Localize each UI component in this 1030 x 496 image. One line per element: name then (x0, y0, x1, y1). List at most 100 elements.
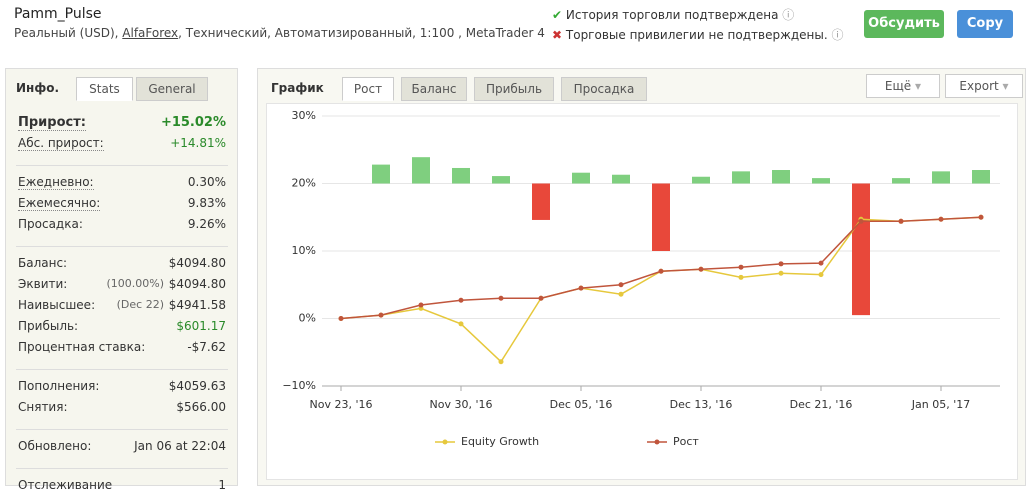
bar (452, 167, 470, 184)
bar (692, 176, 710, 184)
point (538, 295, 544, 301)
chart-panel: График Рост Баланс Прибыль Просадка Ещё … (257, 68, 1026, 486)
point (618, 282, 624, 288)
y-tick-label: 10% (292, 244, 316, 257)
stat-label: Просадка: (18, 217, 83, 231)
bar (572, 172, 590, 184)
point (858, 218, 864, 224)
separator (16, 165, 228, 166)
bar (772, 170, 790, 184)
check-ok: ✔ История торговли подтверждена ⓘ (552, 8, 795, 22)
separator (16, 246, 228, 247)
x-tick-label: Dec 21, '16 (790, 398, 853, 411)
point (778, 270, 784, 276)
stat-row: Эквити: (100.00%) $4094.80 (18, 277, 226, 295)
copy-button[interactable]: Copy (957, 10, 1013, 38)
stat-row: Снятия: $566.00 (18, 400, 226, 418)
point (338, 316, 344, 321)
bar (852, 183, 870, 316)
subtitle-text: , Технический, Автоматизированный, 1:100… (178, 26, 545, 40)
stat-label: Прибыль: (18, 319, 79, 333)
info-label: Инфо. (16, 81, 60, 95)
stat-row: Процентная ставка: -$7.62 (18, 340, 226, 358)
check-fail: ✖ Торговые привилегии не подтверждены. ⓘ (552, 28, 844, 42)
chart-label: График (271, 81, 324, 95)
bar (972, 170, 990, 184)
check-text: Торговые привилегии не подтверждены. (565, 28, 828, 42)
legend-swatch (442, 439, 448, 445)
check-text: История торговли подтверждена (565, 8, 779, 22)
stat-note: (Dec 22) (116, 298, 164, 311)
point (458, 297, 464, 303)
bar (932, 171, 950, 184)
subtitle-text: Реальный (USD), (14, 26, 123, 40)
point (658, 268, 664, 274)
stat-value: Jan 06 at 22:04 (134, 439, 226, 453)
point (818, 260, 824, 266)
y-tick-label: 0% (299, 312, 316, 325)
stat-label: Процентная ставка: (18, 340, 146, 354)
stat-row: Обновлено: Jan 06 at 22:04 (18, 439, 226, 457)
stat-value: $4094.80 (168, 277, 226, 291)
point (458, 321, 464, 327)
stat-label: Обновлено: (18, 439, 92, 453)
separator (16, 429, 228, 430)
stat-value: +14.81% (170, 136, 226, 150)
stat-row: Ежедневно: 0.30% (18, 175, 226, 193)
stat-value: $4059.63 (168, 379, 226, 393)
bar (652, 183, 670, 251)
stat-row: Просадка: 9.26% (18, 217, 226, 235)
more-menu[interactable]: Ещё ▾ (866, 74, 940, 98)
stat-value: 0.30% (187, 175, 226, 189)
info-panel: Инфо. Stats General Прирост: +15.02% Абс. … (5, 68, 238, 492)
point (738, 264, 744, 270)
y-tick-label: −10% (282, 379, 316, 392)
account-subtitle: Реальный (USD), AlfaForex, Технический, … (14, 26, 545, 40)
point (418, 302, 424, 308)
stat-note: (100.00%) (106, 277, 164, 290)
point (698, 266, 704, 272)
stat-label: Баланс: (18, 256, 68, 270)
stat-row: Абс. прирост: +14.81% (18, 136, 226, 154)
account-title: Pamm_Pulse (14, 6, 102, 22)
tab[interactable]: General (136, 77, 208, 101)
stat-label: Наивысшее: (18, 298, 96, 312)
y-tick-label: 20% (292, 177, 316, 190)
point (578, 285, 584, 291)
point (938, 216, 944, 222)
stat-row: Ежемесячно: 9.83% (18, 196, 226, 214)
point (498, 359, 504, 365)
y-tick-label: 30% (292, 109, 316, 122)
stat-row: Наивысшее: (Dec 22) $4941.58 (18, 298, 226, 316)
point (378, 312, 384, 318)
export-menu[interactable]: Export ▾ (945, 74, 1023, 98)
legend-swatch (654, 439, 660, 445)
stat-label: Отслеживание (18, 478, 113, 492)
bar (612, 174, 630, 184)
bar (372, 164, 390, 184)
stat-label: Абс. прирост: (18, 136, 104, 151)
tab[interactable]: Рост (342, 77, 394, 101)
stat-value: $566.00 (176, 400, 226, 414)
stat-label: Эквити: (18, 277, 68, 291)
point (618, 291, 624, 297)
plot-background (266, 103, 1018, 480)
tab[interactable]: Прибыль (474, 77, 554, 101)
tab[interactable]: Stats (76, 77, 133, 101)
stat-row: Отслеживание 1 (18, 478, 226, 496)
broker-link[interactable]: AlfaForex (122, 26, 179, 40)
stat-row: Прибыль: $601.17 (18, 319, 226, 337)
x-tick-label: Nov 30, '16 (430, 398, 493, 411)
tab[interactable]: Баланс (401, 77, 467, 101)
stat-value: 1 (218, 478, 226, 492)
stat-row: Баланс: $4094.80 (18, 256, 226, 274)
stat-value: 9.26% (187, 217, 226, 231)
discuss-button[interactable]: Обсудить (864, 10, 944, 38)
stat-value: $4941.58 (168, 298, 226, 312)
tab[interactable]: Просадка (561, 77, 647, 101)
stat-label: Пополнения: (18, 379, 100, 393)
stat-row: Пополнения: $4059.63 (18, 379, 226, 397)
stat-label: Снятия: (18, 400, 68, 414)
